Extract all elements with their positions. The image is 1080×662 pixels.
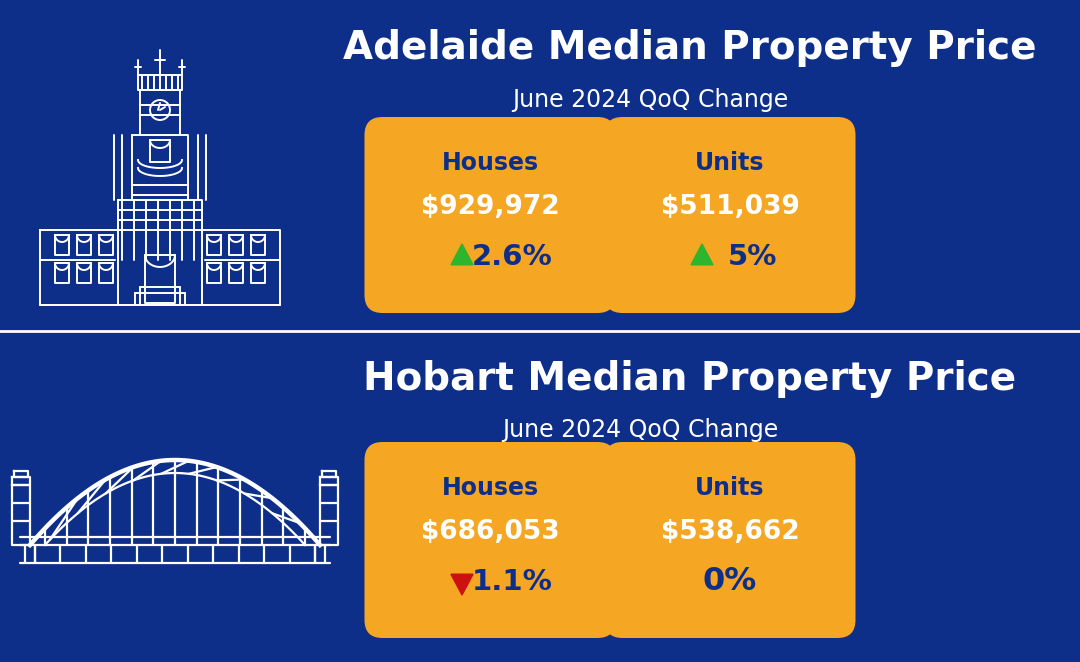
Text: June 2024 QoQ Change: June 2024 QoQ Change [512,88,788,112]
Polygon shape [451,244,473,265]
FancyBboxPatch shape [365,117,616,313]
Text: Hobart Median Property Price: Hobart Median Property Price [364,360,1016,398]
Polygon shape [451,574,473,595]
FancyBboxPatch shape [365,442,616,638]
FancyBboxPatch shape [605,442,855,638]
Text: 1.1%: 1.1% [472,568,553,596]
Text: Houses: Houses [442,476,539,500]
FancyBboxPatch shape [605,117,855,313]
Text: Adelaide Median Property Price: Adelaide Median Property Price [343,29,1037,67]
Text: $538,662: $538,662 [661,519,799,545]
Text: 5%: 5% [727,243,777,271]
Text: Units: Units [696,476,765,500]
Text: $686,053: $686,053 [421,519,559,545]
Text: 0%: 0% [703,567,757,598]
Polygon shape [691,244,713,265]
Text: Houses: Houses [442,151,539,175]
Text: 2.6%: 2.6% [472,243,552,271]
Text: $511,039: $511,039 [661,194,799,220]
Text: June 2024 QoQ Change: June 2024 QoQ Change [502,418,778,442]
Text: $929,972: $929,972 [421,194,559,220]
Text: Units: Units [696,151,765,175]
